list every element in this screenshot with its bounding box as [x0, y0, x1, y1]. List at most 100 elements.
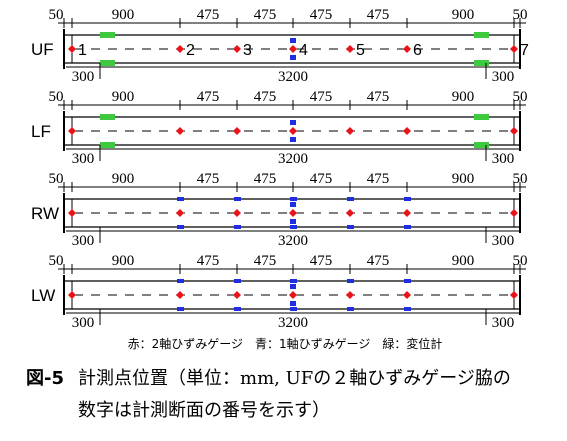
dim-top-5: 475 [367, 253, 390, 269]
displacement-meter [474, 114, 489, 120]
dim-top-0: 50 [49, 171, 64, 187]
one-axis-gauge [177, 279, 184, 283]
dim-bottom-1: 3200 [278, 233, 308, 249]
dim-top-7: 50 [513, 89, 528, 105]
dim-top-3: 475 [254, 89, 277, 105]
one-axis-gauge [177, 197, 184, 201]
caption-label: 図-5 [26, 368, 64, 389]
one-axis-gauge [234, 225, 241, 229]
one-axis-gauge [290, 38, 296, 43]
dim-top-0: 50 [49, 89, 64, 105]
one-axis-gauge [290, 219, 296, 224]
one-axis-gauge [290, 225, 297, 229]
dim-top-3: 475 [254, 171, 277, 187]
dim-bottom-0: 300 [72, 315, 95, 331]
dim-top-7: 50 [513, 171, 528, 187]
dim-top-1: 900 [112, 253, 135, 269]
panel-lw: 50 900 475 475 475 475 900 50 LW 300 3200 300 [31, 253, 528, 331]
dim-top-6: 900 [452, 89, 475, 105]
dim-top-2: 475 [197, 89, 220, 105]
dim-top-2: 475 [197, 171, 220, 187]
two-axis-gauge [289, 209, 297, 217]
section-number: 2 [186, 42, 195, 59]
dim-bottom-1: 3200 [278, 69, 308, 85]
two-axis-gauge [510, 45, 518, 53]
two-axis-gauge [510, 291, 518, 299]
two-axis-gauge [346, 209, 354, 217]
one-axis-gauge [404, 307, 411, 311]
dim-top-0: 50 [49, 7, 64, 23]
dim-top-4: 475 [310, 89, 333, 105]
two-axis-gauge [289, 45, 297, 53]
caption-line-2: 数字は計測断面の番号を示す） [78, 400, 330, 421]
two-axis-gauge [510, 127, 518, 135]
one-axis-gauge [290, 279, 297, 283]
one-axis-gauge [234, 197, 241, 201]
dim-top-2: 475 [197, 7, 220, 23]
two-axis-gauge [233, 209, 241, 217]
one-axis-gauge [347, 225, 354, 229]
dim-top-6: 900 [452, 7, 475, 23]
one-axis-gauge [347, 279, 354, 283]
dim-top-6: 900 [452, 253, 475, 269]
one-axis-gauge [347, 307, 354, 311]
dim-bottom-0: 300 [72, 69, 95, 85]
dim-bottom-2: 300 [492, 315, 515, 331]
two-axis-gauge [176, 209, 184, 217]
two-axis-gauge [233, 45, 241, 53]
two-axis-gauge [289, 291, 297, 299]
two-axis-gauge [403, 291, 411, 299]
dim-bottom-2: 300 [492, 233, 515, 249]
dim-bottom-2: 300 [492, 69, 515, 85]
one-axis-gauge [290, 307, 297, 311]
panel-rw: 50 900 475 475 475 475 900 50 RW 300 3200 300 [31, 171, 528, 249]
dim-top-4: 475 [310, 7, 333, 23]
dim-top-1: 900 [112, 171, 135, 187]
dim-top-1: 900 [112, 7, 135, 23]
section-number: 5 [356, 42, 365, 59]
displacement-meter [100, 60, 115, 66]
one-axis-gauge [290, 120, 296, 125]
two-axis-gauge [346, 127, 354, 135]
dim-top-4: 475 [310, 171, 333, 187]
dim-top-5: 475 [367, 171, 390, 187]
panel-lf: 50 900 475 475 475 475 900 50 LF 300 3200 300 [31, 89, 528, 167]
two-axis-gauge [289, 127, 297, 135]
two-axis-gauge [68, 45, 76, 53]
dim-top-7: 50 [513, 253, 528, 269]
dim-top-1: 900 [112, 89, 135, 105]
two-axis-gauge [403, 45, 411, 53]
dim-bottom-0: 300 [72, 233, 95, 249]
caption-line-1: 計測点位置（単位：mm, UFの２軸ひずみゲージ脇の [78, 368, 511, 389]
panel-uf: 50 900 475 475 475 475 900 50 UF 1 2 3 4 5 6 7 300 3200 30… [31, 7, 529, 85]
legend-text: 赤：2軸ひずみゲージ 青：1軸ひずみゲージ 緑：変位計 [128, 336, 443, 351]
panel-label: RW [31, 204, 59, 223]
one-axis-gauge [290, 55, 296, 60]
one-axis-gauge [290, 137, 296, 142]
one-axis-gauge [347, 197, 354, 201]
dim-bottom-1: 3200 [278, 151, 308, 167]
displacement-meter [474, 60, 489, 66]
two-axis-gauge [403, 209, 411, 217]
dim-bottom-0: 300 [72, 151, 95, 167]
one-axis-gauge [290, 284, 296, 289]
one-axis-gauge [234, 279, 241, 283]
dim-top-6: 900 [452, 171, 475, 187]
panel-label: LF [31, 122, 51, 141]
two-axis-gauge [233, 127, 241, 135]
two-axis-gauge [510, 209, 518, 217]
one-axis-gauge [290, 301, 296, 306]
section-number: 1 [78, 42, 87, 59]
dim-top-2: 475 [197, 253, 220, 269]
two-axis-gauge [176, 291, 184, 299]
panel-label: LW [31, 286, 55, 305]
panel-label: UF [31, 40, 54, 59]
dim-top-5: 475 [367, 7, 390, 23]
two-axis-gauge [68, 291, 76, 299]
displacement-meter [474, 142, 489, 148]
section-number: 7 [520, 42, 529, 59]
two-axis-gauge [346, 291, 354, 299]
one-axis-gauge [290, 197, 297, 201]
dim-top-0: 50 [49, 253, 64, 269]
